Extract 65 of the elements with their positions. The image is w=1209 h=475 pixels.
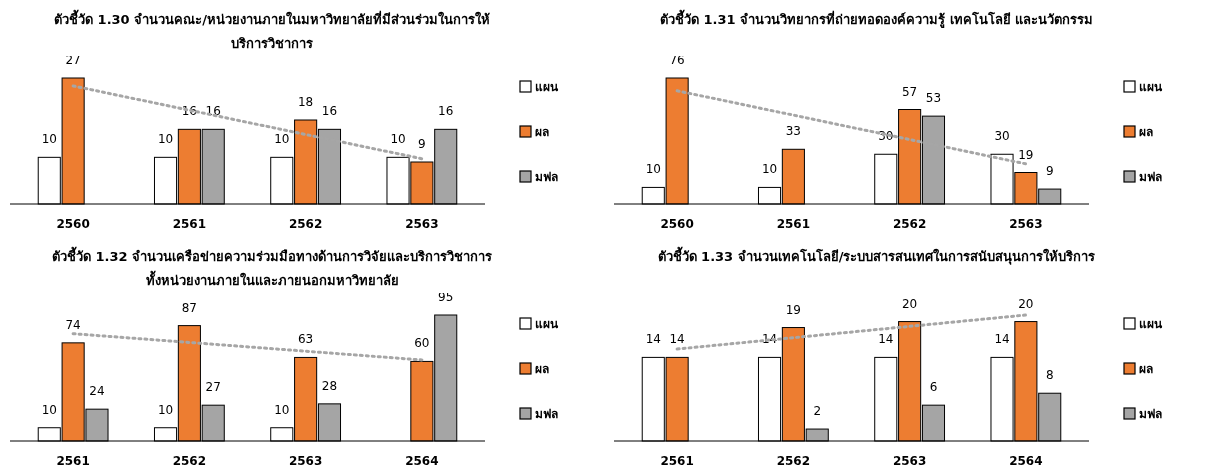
x-tick-label: 2561 [172, 217, 207, 231]
legend-label: มฟล [1139, 170, 1162, 184]
data-label: 63 [297, 332, 314, 347]
data-label: 20 [1018, 296, 1034, 311]
data-label: 10 [157, 132, 174, 147]
x-tick-label: 2563 [1009, 217, 1043, 231]
data-label: 8 [1045, 368, 1054, 383]
x-tick-label: 2561 [776, 217, 811, 231]
x-tick-label: 2561 [660, 454, 694, 468]
x-tick-label: 2562 [776, 454, 811, 468]
legend-label: แผน [1139, 80, 1163, 94]
data-label: 10 [274, 402, 290, 417]
legend-label: มฟล [535, 407, 558, 421]
data-label: 87 [181, 300, 198, 315]
data-label: 27 [205, 380, 221, 395]
data-label: 20 [901, 296, 918, 311]
data-label: 19 [1018, 147, 1034, 162]
data-label: 18 [297, 95, 314, 109]
data-label: 30 [994, 129, 1010, 144]
x-tick-label: 2563 [288, 454, 323, 468]
data-label: 53 [925, 91, 942, 106]
data-label: 10 [41, 132, 57, 147]
x-tick-label: 2560 [56, 217, 90, 231]
data-label: 14 [994, 332, 1010, 347]
data-label: 28 [321, 378, 338, 393]
legend-label: แผน [535, 317, 559, 331]
legend-label: มฟล [1139, 407, 1162, 421]
legend-label: แผน [1139, 317, 1163, 331]
x-tick-label: 2563 [405, 217, 439, 231]
legend-label: มฟล [535, 170, 558, 184]
data-label: 2 [813, 404, 822, 419]
data-label: 57 [901, 84, 918, 99]
data-label: 9 [1045, 164, 1054, 179]
x-tick-label: 2564 [405, 454, 439, 468]
data-label: 10 [41, 402, 57, 417]
x-tick-label: 2562 [172, 454, 207, 468]
data-label: 16 [438, 104, 454, 119]
legend-label: ผล [1139, 125, 1153, 139]
legend-label: ผล [535, 125, 549, 139]
data-label: 19 [785, 302, 802, 317]
legend-label: ผล [535, 362, 549, 376]
data-label: 10 [390, 132, 406, 147]
x-tick-label: 2564 [1009, 454, 1043, 468]
legend-label: แผน [535, 80, 559, 94]
data-label: 14 [878, 332, 894, 347]
x-tick-label: 2563 [892, 454, 927, 468]
data-label: 74 [65, 317, 81, 332]
x-tick-label: 2562 [288, 217, 323, 231]
legend-label: ผล [1139, 362, 1153, 376]
data-label: 10 [157, 402, 174, 417]
data-label: 10 [274, 132, 290, 147]
data-label: 14 [645, 332, 661, 347]
data-label: 60 [414, 336, 430, 351]
data-label: 10 [645, 162, 661, 177]
x-tick-label: 2560 [660, 217, 694, 231]
data-label: 33 [785, 124, 802, 139]
data-label: 24 [89, 384, 105, 399]
data-label: 6 [929, 380, 938, 395]
data-label: 14 [669, 332, 685, 347]
data-label: 10 [761, 162, 778, 177]
chart-title: ตัวชี้วัด 1.33 จำนวนเทคโนโลยี/ระบบสารสนเทศในการสนับสนุนการให้บริการ [656, 245, 1097, 267]
x-tick-label: 2562 [892, 217, 927, 231]
data-label: 9 [418, 137, 426, 151]
data-label: 16 [321, 104, 338, 119]
x-tick-label: 2561 [56, 454, 90, 468]
